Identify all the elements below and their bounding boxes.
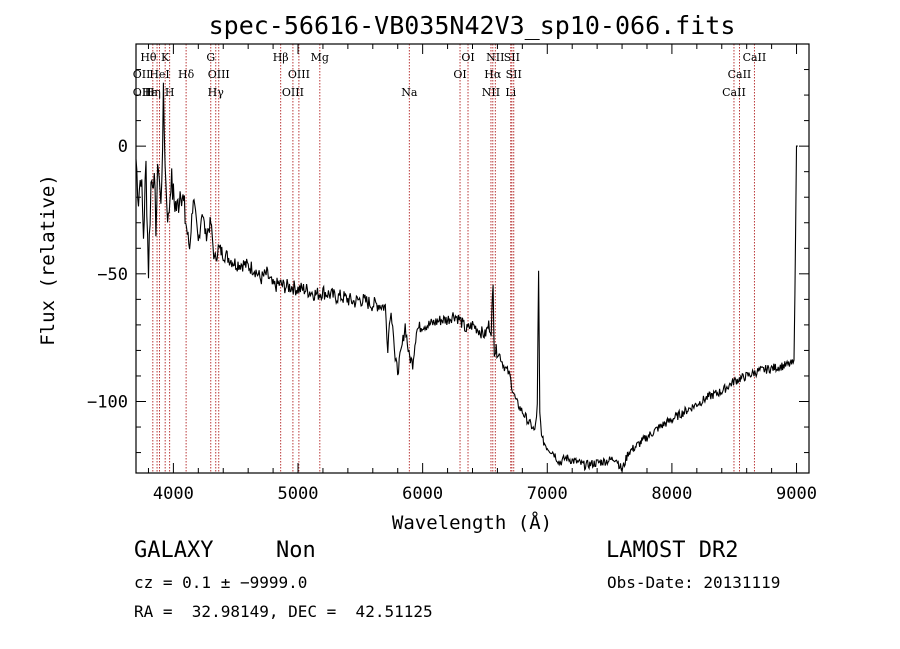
x-axis-ticks: 4000 5000 6000 7000 8000 9000 [147,44,817,504]
line-marker-label: Hβ [273,51,289,64]
line-marker-label: Hθ [140,51,157,64]
line-marker-label: Hδ [178,68,195,81]
line-marker-label: OI [461,51,474,64]
plot-frame [135,43,810,474]
line-marker-group [152,44,755,473]
obs-date: Obs-Date: 20131119 [607,573,781,592]
object-subclass: Non [276,538,316,563]
y-tick-label: −50 [97,265,128,285]
line-marker-label: NII [482,86,500,99]
spectrum-line [135,82,798,473]
y-tick-label: 0 [118,137,128,157]
line-marker-label: OII [133,68,151,81]
line-marker-label: K [161,51,170,64]
object-class: GALAXY [134,538,214,563]
survey-name: LAMOST DR2 [606,538,739,563]
x-tick-label: 4000 [153,484,194,504]
line-marker-label: H [165,86,175,99]
coordinates: RA = 32.98149, DEC = 42.51125 [134,602,433,621]
line-marker-label: CaII [728,68,752,81]
line-marker-label: Mg [311,51,329,64]
line-marker-label: SII [504,51,520,64]
line-marker-label: OIII [282,86,304,99]
line-marker-label: Hη [145,86,161,99]
line-marker-label: Hγ [208,86,225,99]
x-tick-label: 7000 [527,484,568,504]
y-axis-label: Flux (relative) [37,174,59,346]
line-marker-label: CaII [722,86,746,99]
line-marker-label: HeI [149,68,169,81]
line-marker-label: OI [453,68,466,81]
line-marker-label: OIII [288,68,310,81]
line-marker-label: Hε [142,86,158,99]
x-tick-label: 5000 [278,484,319,504]
line-marker-label: CaII [743,51,767,64]
line-marker-label: OIII [208,68,230,81]
x-axis-label: Wavelength (Å) [392,511,552,534]
chart-title: spec-56616-VB035N42V3_sp10-066.fits [209,11,736,40]
line-marker-label: NII [486,51,504,64]
redshift-text: cz = 0.1 ± −9999.0 [134,573,308,592]
y-axis-ticks: 0 −50 −100 [87,69,809,454]
line-marker-label: Li [505,86,516,99]
y-tick-label: −100 [87,393,128,413]
x-tick-label: 9000 [776,484,817,504]
line-marker-label: OII [133,86,151,99]
line-marker-label: Na [401,86,418,99]
line-marker-label: G [206,51,215,64]
x-tick-label: 8000 [651,484,692,504]
line-marker-label: SII [506,68,522,81]
line-marker-label: Hα [484,68,502,81]
x-tick-label: 6000 [402,484,443,504]
